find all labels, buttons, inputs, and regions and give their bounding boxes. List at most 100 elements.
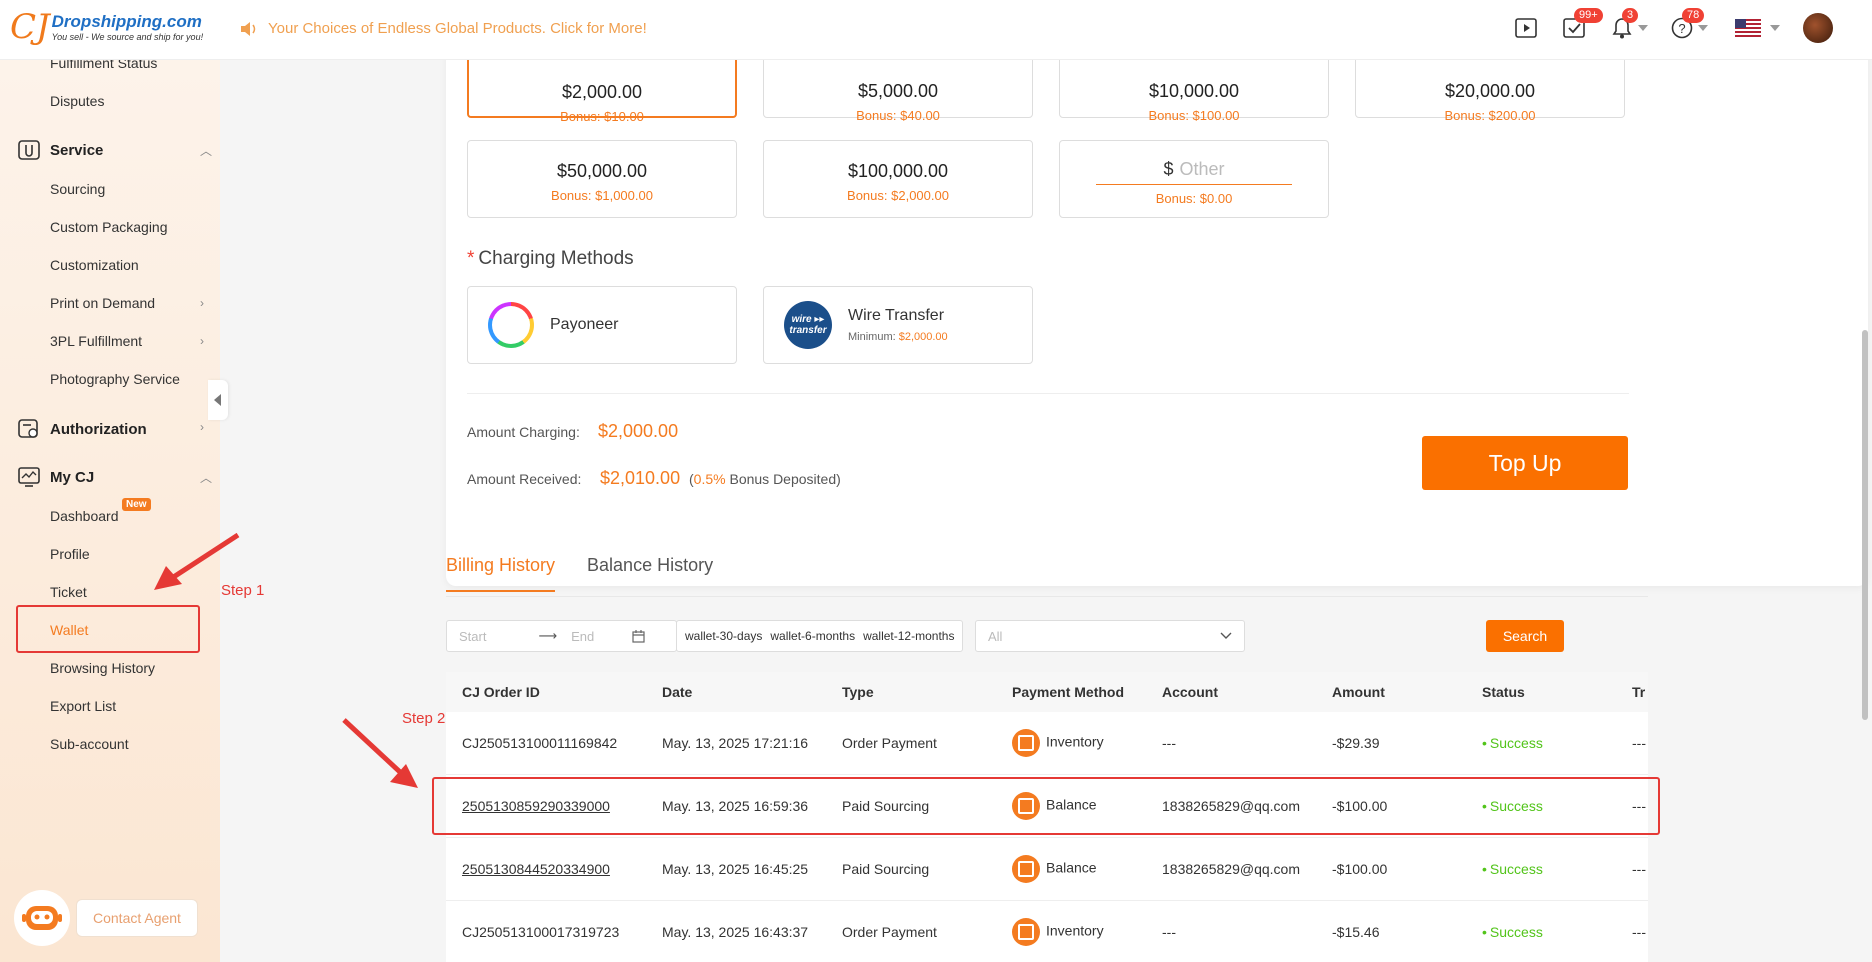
tab-balance-history[interactable]: Balance History (587, 555, 714, 575)
type-select[interactable]: All (975, 620, 1245, 652)
row-date: May. 13, 2025 16:59:36 (662, 798, 809, 814)
sidebar-item-print-on-demand[interactable]: Print on Demand (50, 295, 156, 311)
start-date-input[interactable]: Start (459, 628, 487, 644)
method-payoneer[interactable]: Payoneer (467, 286, 737, 364)
sidebar-collapse-toggle[interactable] (208, 380, 228, 420)
sidebar-item-export-list[interactable]: Export List (50, 698, 117, 714)
task-badge: 99+ (1574, 8, 1603, 23)
status-badge: Success (1482, 735, 1543, 751)
task-icon[interactable]: 99+ (1560, 8, 1603, 42)
quick-6-months[interactable]: wallet-6-months (770, 629, 856, 643)
row-transaction: --- (1632, 924, 1646, 940)
chevron-right-icon[interactable]: › (200, 334, 204, 348)
sidebar-section-label: Service (50, 141, 104, 159)
billing-table: CJ Order ID Date Type Payment Method Acc… (446, 672, 1648, 962)
col-date: Date (662, 684, 693, 700)
language-flag-icon[interactable] (1728, 14, 1768, 42)
tab-billing-history[interactable]: Billing History (446, 555, 556, 592)
chevron-up-icon[interactable]: ︿ (200, 144, 213, 158)
bell-icon[interactable]: 3 (1608, 8, 1639, 42)
currency-symbol: $ (1163, 159, 1174, 179)
inventory-icon (1012, 729, 1040, 757)
order-id-link[interactable]: 2505130844520334900 (462, 861, 610, 877)
method-name: Payoneer (550, 316, 619, 333)
main-content: $2,000.00 Bonus: $10.00 $5,000.00 Bonus:… (220, 60, 1872, 962)
order-id: CJ250513100011169842 (462, 735, 618, 751)
row-transaction: --- (1632, 735, 1646, 751)
payoneer-logo-icon (488, 302, 534, 348)
amount-value: $2,000.00 (561, 82, 643, 102)
step2-label: Step 2 (402, 710, 446, 727)
row-account: --- (1162, 735, 1176, 751)
sidebar-item-disputes[interactable]: Disputes (50, 93, 105, 109)
cj-logo[interactable]: CJ Dropshipping.com You sell - We source… (10, 8, 203, 46)
bell-dropdown-caret[interactable] (1638, 25, 1648, 31)
contact-agent-button[interactable]: Contact Agent (76, 899, 198, 937)
amount-bonus: Bonus: $200.00 (1444, 108, 1536, 123)
amount-bonus: Bonus: $1,000.00 (551, 188, 653, 203)
sidebar-item-dashboard[interactable]: Dashboard (50, 508, 119, 524)
new-badge: New (122, 498, 151, 511)
method-wire-transfer[interactable]: wire ▸▸ transfer Wire Transfer Minimum: … (763, 286, 1033, 364)
order-id-link[interactable]: 2505130859290339000 (462, 798, 610, 814)
amount-option-2000[interactable]: $2,000.00 Bonus: $10.00 (467, 60, 737, 124)
table-row: CJ250513100017319723 May. 13, 2025 16:43… (446, 901, 1648, 962)
avatar[interactable] (1800, 13, 1836, 43)
sidebar-item-3pl-fulfillment[interactable]: 3PL Fulfillment (50, 333, 143, 349)
notification-badge: 3 (1622, 8, 1639, 23)
status-badge: Success (1482, 924, 1543, 940)
chevron-right-icon[interactable]: › (200, 296, 204, 310)
other-amount-input[interactable]: Other (1179, 159, 1225, 179)
quick-12-months[interactable]: wallet-12-months (863, 629, 955, 643)
charging-methods-title: * Charging Methods (467, 248, 634, 269)
amount-bonus: Bonus: $100.00 (1148, 108, 1240, 123)
row-payment-method: Inventory (1012, 918, 1104, 946)
language-dropdown-caret[interactable] (1770, 25, 1780, 31)
date-range-picker[interactable]: Start ⟶ End (446, 620, 677, 652)
amount-received-value: $2,010.00 (600, 468, 681, 488)
wire-minimum: Minimum: $2,000.00 (848, 331, 948, 343)
row-payment-method: Balance (1012, 855, 1097, 883)
sidebar-item-sub-account[interactable]: Sub-account (50, 736, 129, 752)
row-payment-method: Balance (1012, 792, 1097, 820)
sidebar-item-photography-service[interactable]: Photography Service (50, 371, 180, 387)
amount-option-5000[interactable]: $5,000.00 Bonus: $40.00 (763, 60, 1033, 123)
sidebar-item-fulfillment-status[interactable]: Fulfillment Status (50, 60, 158, 71)
sidebar-item-wallet[interactable]: Wallet (50, 622, 89, 638)
robot-agent-icon[interactable] (14, 890, 70, 946)
step1-label: Step 1 (221, 582, 265, 599)
sidebar-item-browsing-history[interactable]: Browsing History (50, 660, 156, 676)
sidebar-section-service[interactable]: Service (18, 140, 103, 160)
amount-option-10000[interactable]: $10,000.00 Bonus: $100.00 (1059, 60, 1329, 123)
balance-icon (1012, 792, 1040, 820)
sidebar-item-customization[interactable]: Customization (50, 257, 139, 273)
announcement-link[interactable]: Your Choices of Endless Global Products.… (240, 20, 647, 37)
chevron-up-icon[interactable]: ︿ (200, 471, 213, 485)
video-icon[interactable] (1512, 14, 1540, 42)
sidebar-item-ticket[interactable]: Ticket (50, 584, 87, 600)
amount-option-20000[interactable]: $20,000.00 Bonus: $200.00 (1355, 60, 1625, 123)
sidebar-section-my-cj[interactable]: My CJ (18, 467, 94, 487)
row-date: May. 13, 2025 16:43:37 (662, 924, 809, 940)
amount-option-other[interactable]: $ Other Bonus: $0.00 (1059, 140, 1329, 218)
end-date-input[interactable]: End (571, 628, 595, 644)
sidebar-item-profile[interactable]: Profile (50, 546, 90, 562)
table-row: 2505130859290339000 May. 13, 2025 16:59:… (446, 775, 1648, 838)
quick-30-days[interactable]: wallet-30-days (685, 629, 763, 643)
row-payment-method: Inventory (1012, 729, 1104, 757)
help-dropdown-caret[interactable] (1698, 25, 1708, 31)
chevron-right-icon[interactable]: › (200, 420, 204, 434)
sidebar-section-authorization[interactable]: Authorization (18, 419, 147, 439)
col-transaction: Tr (1632, 684, 1646, 700)
amount-option-50000[interactable]: $50,000.00 Bonus: $1,000.00 (467, 140, 737, 218)
col-order-id: CJ Order ID (462, 684, 540, 700)
top-up-button[interactable]: Top Up (1422, 436, 1628, 490)
page-scrollbar[interactable] (1862, 330, 1868, 720)
amount-option-100000[interactable]: $100,000.00 Bonus: $2,000.00 (763, 140, 1033, 218)
sidebar-item-sourcing[interactable]: Sourcing (50, 181, 106, 197)
sidebar-item-custom-packaging[interactable]: Custom Packaging (50, 219, 168, 235)
row-account: 1838265829@qq.com (1162, 861, 1300, 877)
row-type: Paid Sourcing (842, 861, 930, 877)
help-icon[interactable]: ? 78 (1668, 8, 1705, 42)
search-button[interactable]: Search (1486, 620, 1564, 652)
